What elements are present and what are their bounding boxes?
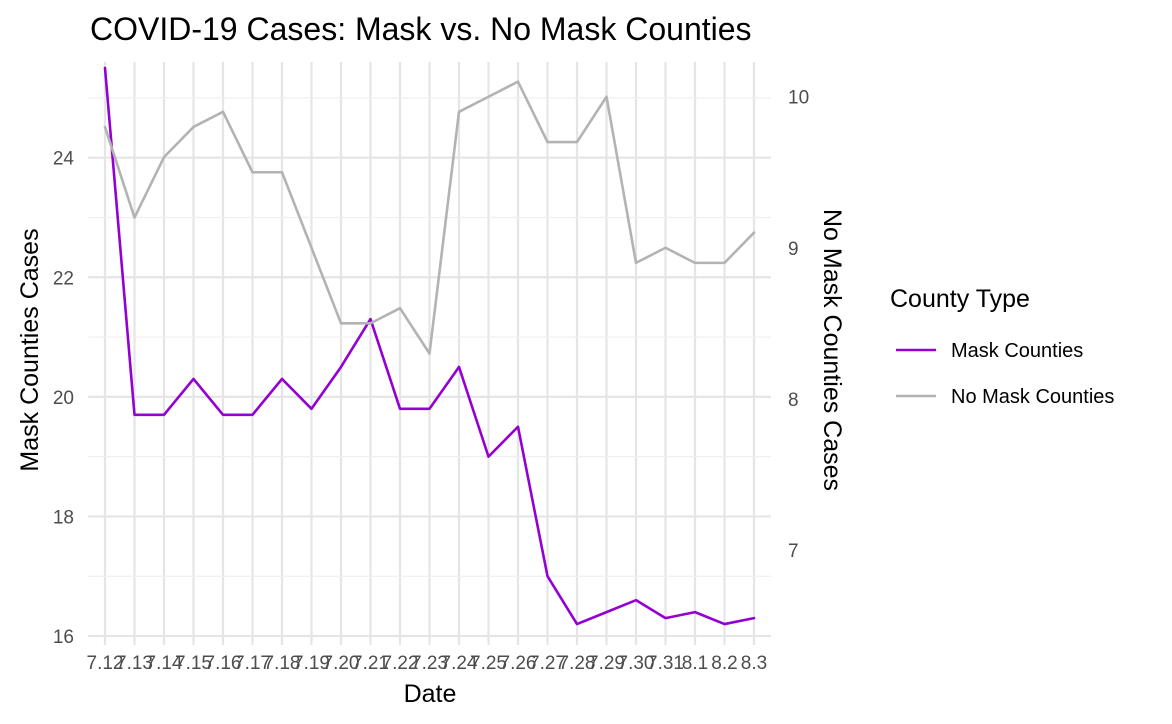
series-layer <box>103 66 756 626</box>
x-tick-label: 7.29 <box>588 653 625 674</box>
y-left-tick-label: 18 <box>53 507 74 528</box>
y-right-tick-label: 7 <box>788 541 799 562</box>
x-tick-label: 7.15 <box>175 653 212 674</box>
x-tick-label: 7.28 <box>559 653 596 674</box>
y-axis-title-right: No Mask Counties Cases <box>818 209 846 491</box>
legend: County Type Mask Counties No Mask Counti… <box>890 285 1114 408</box>
y-right-tick-label: 10 <box>788 88 809 109</box>
y-right-tick-label: 8 <box>788 390 799 411</box>
legend-label-mask-counties: Mask Counties <box>951 340 1083 362</box>
x-tick-label: 8.2 <box>711 653 737 674</box>
x-tick-label: 7.31 <box>647 653 684 674</box>
x-tick-label: 7.25 <box>470 653 507 674</box>
grid-layer <box>88 62 771 645</box>
x-tick-label: 7.30 <box>618 653 655 674</box>
x-axis-title: Date <box>404 680 457 708</box>
chart-title: COVID-19 Cases: Mask vs. No Mask Countie… <box>90 11 752 47</box>
axis-layer: 7.127.137.147.157.167.177.187.197.207.21… <box>53 88 809 674</box>
x-tick-label: 7.23 <box>411 653 448 674</box>
series-line-mask-counties <box>103 66 756 626</box>
legend-item-no-mask-counties: No Mask Counties <box>896 386 1114 408</box>
x-tick-label: 8.3 <box>741 653 767 674</box>
legend-title: County Type <box>890 285 1030 313</box>
x-tick-label: 7.13 <box>116 653 153 674</box>
x-tick-label: 7.26 <box>500 653 537 674</box>
y-left-tick-label: 20 <box>53 388 74 409</box>
x-tick-label: 7.22 <box>382 653 419 674</box>
x-tick-label: 7.14 <box>146 653 183 674</box>
x-tick-label: 7.20 <box>323 653 360 674</box>
legend-label-no-mask-counties: No Mask Counties <box>951 386 1114 408</box>
x-tick-label: 7.16 <box>205 653 242 674</box>
series-line-no-mask-counties <box>103 80 756 355</box>
y-right-tick-label: 9 <box>788 239 799 260</box>
x-tick-label: 7.21 <box>352 653 389 674</box>
y-left-tick-label: 22 <box>53 268 74 289</box>
x-tick-label: 7.27 <box>529 653 566 674</box>
x-tick-label: 7.17 <box>234 653 271 674</box>
y-axis-title-left: Mask Counties Cases <box>16 228 44 471</box>
x-tick-label: 8.1 <box>682 653 708 674</box>
y-left-tick-label: 16 <box>53 627 74 648</box>
x-tick-label: 7.19 <box>293 653 330 674</box>
x-tick-label: 7.24 <box>441 653 478 674</box>
x-tick-label: 7.12 <box>87 653 124 674</box>
y-left-tick-label: 24 <box>53 149 75 170</box>
legend-item-mask-counties: Mask Counties <box>896 340 1083 362</box>
x-tick-label: 7.18 <box>264 653 301 674</box>
